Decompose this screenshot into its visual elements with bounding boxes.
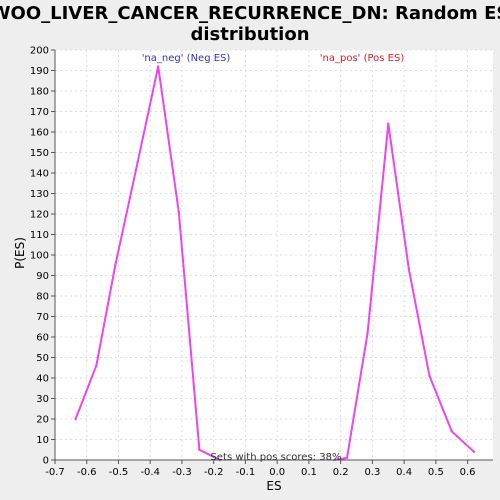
pos-es-label: 'na_pos' (Pos ES) [320, 53, 405, 64]
x-tick-label: -0.4 [140, 467, 160, 478]
y-tick-label: 10 [36, 435, 49, 446]
data-point [366, 331, 369, 335]
x-tick-label: -0.2 [204, 467, 224, 478]
x-axis-label: ES [266, 479, 281, 493]
data-point [345, 456, 349, 460]
y-tick-label: 60 [36, 333, 49, 344]
y-tick-label: 160 [30, 128, 49, 139]
y-tick-label: 0 [43, 456, 49, 467]
neg-es-label: 'na_neg' (Neg ES) [142, 53, 231, 64]
y-tick-label: 170 [30, 107, 49, 118]
x-tick-label: 0.2 [333, 467, 349, 478]
data-point [450, 430, 453, 433]
y-tick-label: 100 [30, 251, 49, 262]
axes: 0 10 20 30 40 50 60 70 80 90 100 110 120 130 140 150 160… [30, 46, 493, 478]
x-tick-label: 0.3 [364, 467, 380, 478]
data-point [95, 364, 98, 367]
y-tick-label: 70 [36, 312, 49, 323]
data-point [156, 65, 160, 68]
y-tick-label: 140 [30, 169, 49, 180]
y-tick-label: 130 [30, 189, 49, 200]
y-tick-label: 90 [36, 271, 49, 282]
data-point [74, 417, 77, 421]
x-tick-label: 0.5 [428, 467, 444, 478]
data-point [407, 268, 411, 271]
y-tick-label: 30 [36, 394, 49, 405]
series-group [74, 65, 476, 462]
x-tick-label: -0.5 [109, 467, 129, 478]
x-tick-label: -0.1 [236, 467, 256, 478]
data-point [177, 210, 180, 214]
x-tick-label: -0.6 [77, 467, 97, 478]
y-tick-label: 20 [36, 415, 49, 426]
y-tick-label: 110 [30, 230, 49, 241]
x-tick-label: -0.3 [172, 467, 192, 478]
y-axis-label: P(ES) [13, 237, 27, 269]
y-tick-label: 150 [30, 148, 49, 159]
chart-title-line1: WOO_LIVER_CANCER_RECURRENCE_DN: Random E… [0, 3, 500, 24]
data-point [387, 122, 390, 126]
data-point [136, 161, 139, 164]
data-point [428, 374, 431, 378]
pos-score-footer: Sets with pos scores: 38% [211, 452, 342, 463]
y-tick-label: 190 [30, 66, 49, 77]
series-line-pos [334, 122, 475, 461]
y-tick-label: 50 [36, 353, 49, 364]
y-tick-label: 120 [30, 210, 49, 221]
y-tick-label: 180 [30, 87, 49, 98]
y-tick-label: 80 [36, 292, 49, 303]
x-tick-label: -0.7 [45, 467, 65, 478]
y-tick-label: 40 [36, 374, 49, 385]
data-point [472, 450, 476, 453]
data-point [114, 264, 117, 267]
y-tick-label: 200 [30, 46, 49, 57]
x-tick-label: 0.0 [269, 467, 285, 478]
x-tick-label: 0.6 [460, 467, 476, 478]
series-line-neg [74, 65, 221, 461]
x-tick-label: 0.1 [301, 467, 317, 478]
x-tick-label: 0.4 [396, 467, 412, 478]
data-point [198, 448, 201, 451]
chart-title-line2: distribution [190, 24, 309, 45]
